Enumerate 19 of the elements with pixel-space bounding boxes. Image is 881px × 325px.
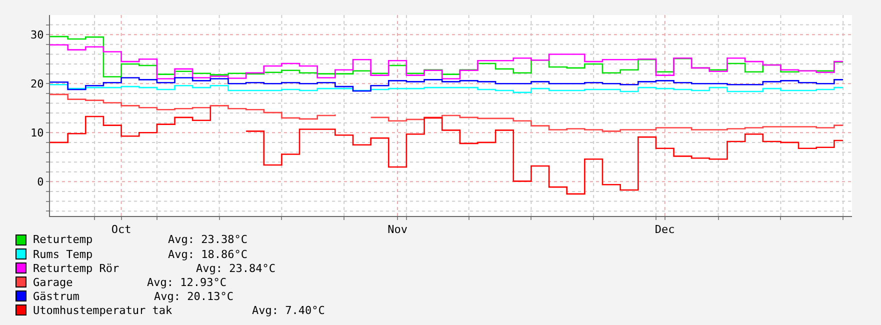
text: Avg: 20.13°C <box>154 290 234 303</box>
text: Avg: 23.38°C <box>168 233 248 246</box>
y-tick-label: 10 <box>30 126 44 140</box>
x-tick-label: Oct <box>111 223 132 236</box>
y-tick-label: 0 <box>37 176 44 189</box>
x-tick-label: Dec <box>654 223 675 236</box>
legend-label: Returtemp Rör <box>33 262 120 275</box>
legend-label: Gästrum <box>33 290 80 303</box>
text: Avg: 23.84°C <box>196 262 276 275</box>
text: Avg: 12.93°C <box>147 276 226 289</box>
y-tick-label: 20 <box>30 77 44 90</box>
legend-label: Rums Temp <box>33 248 93 261</box>
text: Avg: 7.40°C <box>252 304 325 317</box>
text: Avg: 18.86°C <box>168 248 248 261</box>
legend-label: Garage <box>33 276 73 289</box>
legend-label: Returtemp <box>33 233 93 246</box>
y-tick-label: 30 <box>30 28 44 42</box>
x-tick-label: Nov <box>388 223 408 236</box>
legend-label: Utomhustemperatur tak <box>33 304 172 317</box>
